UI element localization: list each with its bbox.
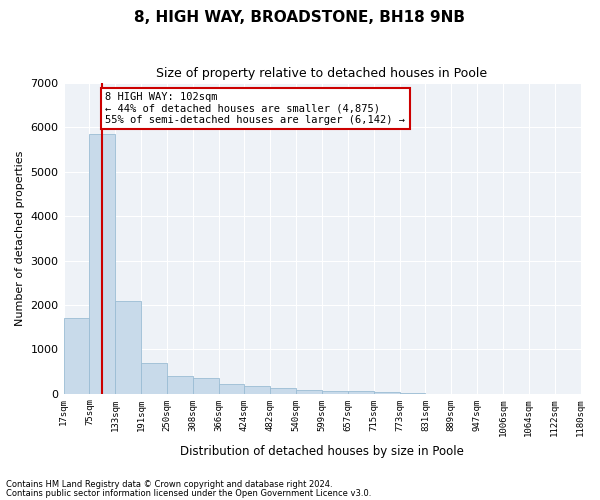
Bar	[193, 378, 218, 394]
Bar	[64, 318, 89, 394]
Bar	[218, 384, 244, 394]
Text: Contains public sector information licensed under the Open Government Licence v3: Contains public sector information licen…	[6, 488, 371, 498]
Bar	[115, 302, 141, 394]
X-axis label: Distribution of detached houses by size in Poole: Distribution of detached houses by size …	[180, 444, 464, 458]
Text: 8, HIGH WAY, BROADSTONE, BH18 9NB: 8, HIGH WAY, BROADSTONE, BH18 9NB	[134, 10, 466, 25]
Y-axis label: Number of detached properties: Number of detached properties	[15, 150, 25, 326]
Bar	[244, 386, 271, 394]
Bar	[322, 390, 348, 394]
Bar	[348, 392, 374, 394]
Bar	[296, 390, 322, 394]
Text: Contains HM Land Registry data © Crown copyright and database right 2024.: Contains HM Land Registry data © Crown c…	[6, 480, 332, 489]
Text: 8 HIGH WAY: 102sqm
← 44% of detached houses are smaller (4,875)
55% of semi-deta: 8 HIGH WAY: 102sqm ← 44% of detached hou…	[106, 92, 406, 125]
Bar	[89, 134, 115, 394]
Bar	[167, 376, 193, 394]
Title: Size of property relative to detached houses in Poole: Size of property relative to detached ho…	[157, 68, 488, 80]
Bar	[271, 388, 296, 394]
Bar	[141, 363, 167, 394]
Bar	[374, 392, 400, 394]
